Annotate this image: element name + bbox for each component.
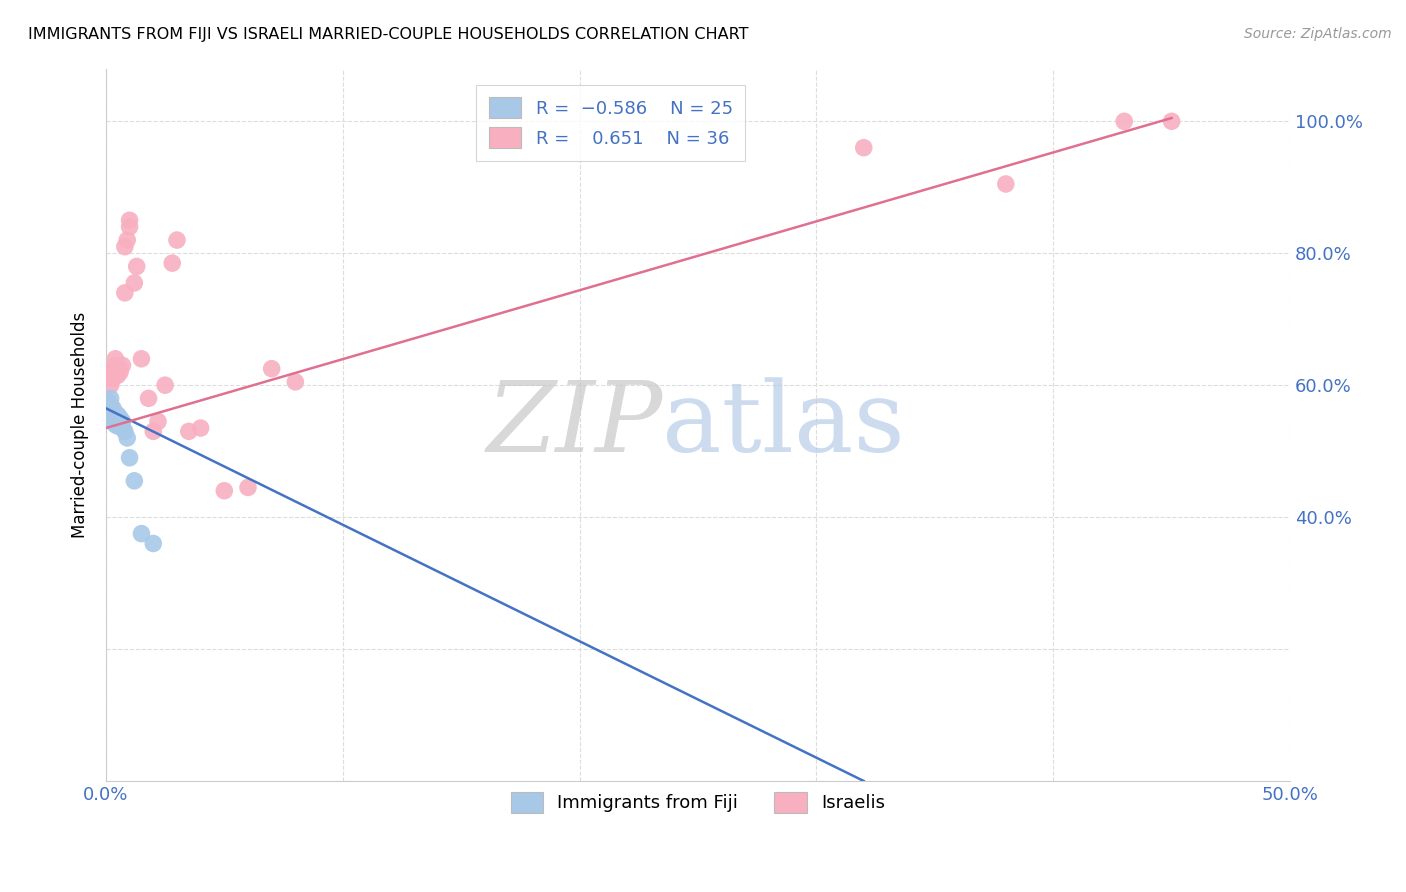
Point [284,375,307,389]
Point [104,359,127,373]
Point [107,419,129,434]
Point [124,474,146,488]
Point [100,365,122,379]
Point [177,425,200,439]
Point [236,480,259,494]
Point [153,378,176,392]
Point [1160,114,1182,128]
Point [97,394,120,409]
Point [852,141,875,155]
Text: Source: ZipAtlas.com: Source: ZipAtlas.com [1244,27,1392,41]
Point [114,285,136,300]
Point [97,408,120,422]
Point [1114,114,1136,128]
Point [104,351,127,366]
Point [115,431,138,445]
Point [114,240,136,254]
Point [114,425,136,439]
Point [107,414,129,428]
Point [166,233,188,247]
Point [104,408,127,422]
Point [104,417,127,432]
Point [108,365,131,379]
Point [160,256,183,270]
Point [118,219,141,234]
Point [101,404,124,418]
Text: atlas: atlas [662,376,905,473]
Point [108,411,131,425]
Point [108,417,131,432]
Point [125,260,148,274]
Point [100,398,122,412]
Point [131,526,153,541]
Point [124,276,146,290]
Y-axis label: Married-couple Households: Married-couple Households [72,311,89,538]
Point [101,411,124,425]
Point [142,425,165,439]
Point [101,401,124,416]
Point [104,412,127,426]
Point [111,359,134,373]
Legend: Immigrants from Fiji, Israelis: Immigrants from Fiji, Israelis [498,780,898,825]
Point [118,450,141,465]
Text: ZIP: ZIP [486,377,662,473]
Point [97,401,120,416]
Point [994,177,1017,191]
Point [100,408,122,422]
Point [260,361,283,376]
Point [118,213,141,227]
Point [101,371,124,385]
Point [138,392,160,406]
Point [100,378,122,392]
Point [146,414,169,428]
Point [131,351,153,366]
Point [101,361,124,376]
Point [111,414,134,428]
Point [100,392,122,406]
Point [111,421,134,435]
Point [107,361,129,376]
Point [107,368,129,383]
Point [115,233,138,247]
Point [214,483,236,498]
Point [107,408,129,422]
Text: IMMIGRANTS FROM FIJI VS ISRAELI MARRIED-COUPLE HOUSEHOLDS CORRELATION CHART: IMMIGRANTS FROM FIJI VS ISRAELI MARRIED-… [28,27,748,42]
Point [108,361,131,376]
Point [101,414,124,428]
Point [142,536,165,550]
Point [190,421,212,435]
